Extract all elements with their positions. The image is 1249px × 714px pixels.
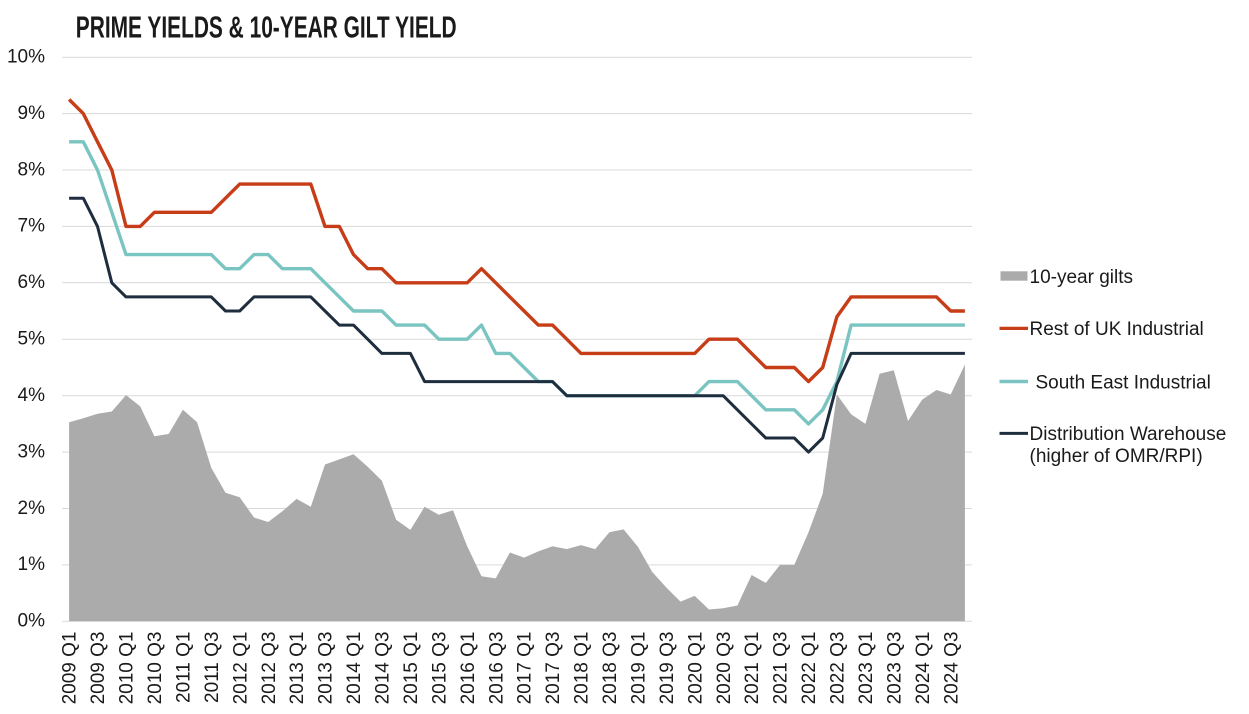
- svg-text:2021 Q3: 2021 Q3: [771, 632, 792, 705]
- svg-text:10%: 10%: [7, 47, 45, 68]
- svg-text:3%: 3%: [18, 441, 46, 462]
- svg-text:8%: 8%: [18, 159, 46, 180]
- svg-text:2014 Q1: 2014 Q1: [344, 632, 365, 705]
- svg-text:2010 Q1: 2010 Q1: [117, 632, 138, 705]
- svg-text:7%: 7%: [18, 216, 46, 237]
- svg-text:2016 Q3: 2016 Q3: [486, 632, 507, 705]
- svg-text:2024 Q1: 2024 Q1: [913, 632, 934, 705]
- svg-text:2022 Q3: 2022 Q3: [828, 632, 849, 705]
- svg-text:Distribution Warehouse: Distribution Warehouse: [1030, 424, 1227, 445]
- svg-text:2017 Q1: 2017 Q1: [515, 632, 536, 705]
- svg-text:Rest of UK Industrial: Rest of UK Industrial: [1030, 319, 1204, 340]
- svg-text:2010 Q3: 2010 Q3: [145, 632, 166, 705]
- svg-text:2014 Q3: 2014 Q3: [373, 632, 394, 705]
- svg-text:1%: 1%: [18, 554, 46, 575]
- svg-text:2015 Q3: 2015 Q3: [429, 632, 450, 705]
- svg-text:2%: 2%: [18, 498, 46, 519]
- svg-text:2012 Q1: 2012 Q1: [230, 632, 251, 705]
- svg-text:2023 Q1: 2023 Q1: [856, 632, 877, 705]
- svg-text:2015 Q1: 2015 Q1: [401, 632, 422, 705]
- svg-text:9%: 9%: [18, 103, 46, 124]
- svg-text:2017 Q3: 2017 Q3: [543, 632, 564, 705]
- svg-text:6%: 6%: [18, 272, 46, 293]
- svg-text:2020 Q3: 2020 Q3: [714, 632, 735, 705]
- svg-text:2019 Q1: 2019 Q1: [629, 632, 650, 705]
- svg-text:2024 Q3: 2024 Q3: [941, 632, 962, 705]
- svg-text:2018 Q1: 2018 Q1: [572, 632, 593, 705]
- svg-text:2012 Q3: 2012 Q3: [259, 632, 280, 705]
- svg-text:10-year gilts: 10-year gilts: [1030, 267, 1134, 288]
- svg-text:2016 Q1: 2016 Q1: [458, 632, 479, 705]
- svg-text:2011 Q3: 2011 Q3: [202, 632, 223, 703]
- svg-text:2013 Q1: 2013 Q1: [287, 632, 308, 705]
- svg-text:2013 Q3: 2013 Q3: [316, 632, 337, 705]
- svg-text:(higher of OMR/RPI): (higher of OMR/RPI): [1030, 446, 1203, 467]
- svg-text:2022 Q1: 2022 Q1: [799, 632, 820, 705]
- svg-text:South East Industrial: South East Industrial: [1036, 372, 1211, 393]
- svg-text:2009 Q1: 2009 Q1: [60, 632, 81, 705]
- svg-text:2011 Q1: 2011 Q1: [174, 632, 195, 703]
- svg-text:2021 Q1: 2021 Q1: [742, 632, 763, 705]
- svg-text:2023 Q3: 2023 Q3: [884, 632, 905, 705]
- svg-text:2018 Q3: 2018 Q3: [600, 632, 621, 705]
- svg-text:2009 Q3: 2009 Q3: [88, 632, 109, 705]
- svg-text:2020 Q1: 2020 Q1: [685, 632, 706, 705]
- svg-text:4%: 4%: [18, 385, 46, 406]
- svg-text:0%: 0%: [18, 611, 46, 632]
- svg-text:5%: 5%: [18, 329, 46, 350]
- svg-text:PRIME YIELDS & 10-YEAR GILT YI: PRIME YIELDS & 10-YEAR GILT YIELD: [76, 9, 457, 44]
- svg-text:2019 Q3: 2019 Q3: [657, 632, 678, 705]
